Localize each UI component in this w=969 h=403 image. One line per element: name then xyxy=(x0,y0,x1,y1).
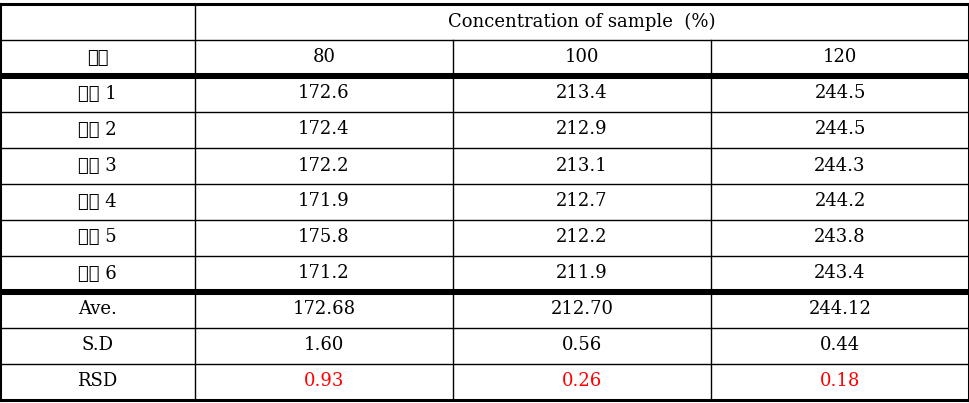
Text: 0.56: 0.56 xyxy=(562,337,602,355)
Text: 0.93: 0.93 xyxy=(304,372,344,391)
Text: 120: 120 xyxy=(823,48,858,66)
Text: 검액 2: 검액 2 xyxy=(78,120,117,139)
Text: S.D: S.D xyxy=(81,337,113,355)
Text: 244.5: 244.5 xyxy=(814,85,865,102)
Text: 212.70: 212.70 xyxy=(550,301,613,318)
Text: Concentration of sample  (%): Concentration of sample (%) xyxy=(449,12,716,31)
Text: 244.12: 244.12 xyxy=(808,301,871,318)
Text: 212.9: 212.9 xyxy=(556,120,608,139)
Text: 검액 4: 검액 4 xyxy=(78,193,117,210)
Text: 검액 1: 검액 1 xyxy=(78,85,117,102)
Text: 검액 5: 검액 5 xyxy=(78,229,117,247)
Text: 1.60: 1.60 xyxy=(304,337,344,355)
Text: 211.9: 211.9 xyxy=(556,264,608,283)
Text: 0.18: 0.18 xyxy=(820,372,860,391)
Text: 243.4: 243.4 xyxy=(814,264,865,283)
Text: RSD: RSD xyxy=(78,372,117,391)
Text: 244.5: 244.5 xyxy=(814,120,865,139)
Text: 172.68: 172.68 xyxy=(293,301,356,318)
Text: 171.2: 171.2 xyxy=(298,264,350,283)
Text: 213.4: 213.4 xyxy=(556,85,608,102)
Text: 171.9: 171.9 xyxy=(298,193,350,210)
Text: 212.7: 212.7 xyxy=(556,193,608,210)
Text: 243.8: 243.8 xyxy=(814,229,866,247)
Text: 172.4: 172.4 xyxy=(298,120,350,139)
Text: 검액 3: 검액 3 xyxy=(78,156,117,174)
Text: 100: 100 xyxy=(565,48,599,66)
Text: 0.26: 0.26 xyxy=(562,372,602,391)
Text: 212.2: 212.2 xyxy=(556,229,608,247)
Text: 172.6: 172.6 xyxy=(298,85,350,102)
Text: 검액 6: 검액 6 xyxy=(78,264,117,283)
Text: 80: 80 xyxy=(312,48,335,66)
Text: 213.1: 213.1 xyxy=(556,156,608,174)
Text: 244.2: 244.2 xyxy=(814,193,865,210)
Text: Ave.: Ave. xyxy=(78,301,117,318)
Text: 172.2: 172.2 xyxy=(298,156,350,174)
Text: 244.3: 244.3 xyxy=(814,156,865,174)
Text: 농도: 농도 xyxy=(87,48,109,66)
Text: 0.44: 0.44 xyxy=(820,337,860,355)
Text: 175.8: 175.8 xyxy=(298,229,350,247)
